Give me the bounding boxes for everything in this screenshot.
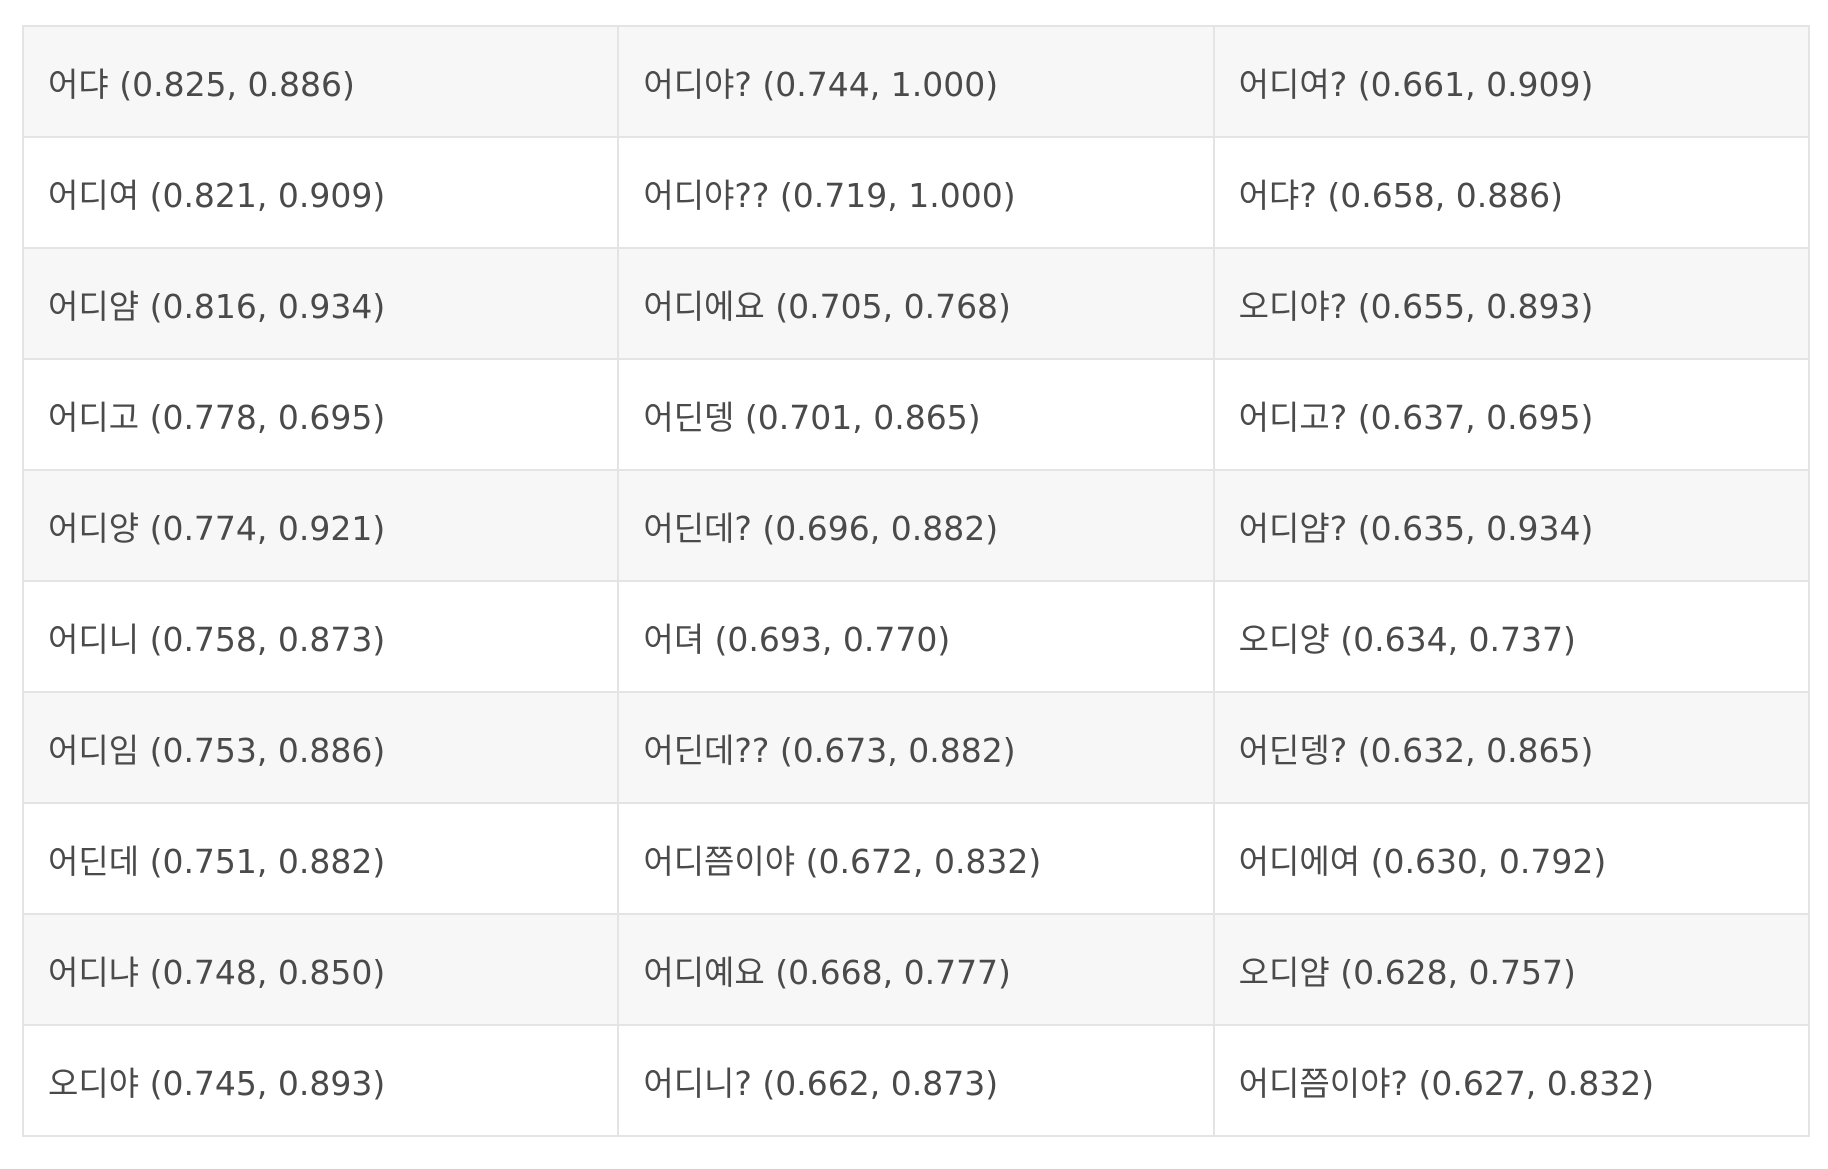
table-cell: 어디얌? (0.635, 0.934)	[1212, 469, 1811, 582]
table-cell: 어디에여 (0.630, 0.792)	[1212, 802, 1811, 915]
results-table-container: 어댜 (0.825, 0.886) 어디야? (0.744, 1.000) 어디…	[21, 25, 1811, 1137]
table-cell: 어디쯤이야 (0.672, 0.832)	[617, 802, 1215, 915]
table-cell: 어댜? (0.658, 0.886)	[1212, 136, 1811, 249]
table-cell: 어디고? (0.637, 0.695)	[1212, 358, 1811, 471]
table-row: 어댜 (0.825, 0.886) 어디야? (0.744, 1.000) 어디…	[21, 25, 1811, 138]
table-cell: 어디야?? (0.719, 1.000)	[617, 136, 1215, 249]
table-cell: 어디에요 (0.705, 0.768)	[617, 247, 1215, 360]
table-cell: 어딘데?? (0.673, 0.882)	[617, 691, 1215, 804]
table-cell: 어디쯤이야? (0.627, 0.832)	[1212, 1024, 1811, 1137]
table-cell: 오디얌 (0.628, 0.757)	[1212, 913, 1811, 1026]
table-cell: 어댜 (0.825, 0.886)	[21, 25, 620, 138]
table-row: 어디여 (0.821, 0.909) 어디야?? (0.719, 1.000) …	[21, 136, 1811, 249]
table-cell: 어뎌 (0.693, 0.770)	[617, 580, 1215, 693]
table-cell: 어딘뎅? (0.632, 0.865)	[1212, 691, 1811, 804]
table-cell: 어디예요 (0.668, 0.777)	[617, 913, 1215, 1026]
table-row: 어디냐 (0.748, 0.850) 어디예요 (0.668, 0.777) 오…	[21, 913, 1811, 1026]
table-cell: 어딘데? (0.696, 0.882)	[617, 469, 1215, 582]
table-cell: 오디야? (0.655, 0.893)	[1212, 247, 1811, 360]
table-cell: 어디임 (0.753, 0.886)	[21, 691, 620, 804]
table-row: 어디양 (0.774, 0.921) 어딘데? (0.696, 0.882) 어…	[21, 469, 1811, 582]
table-cell: 오디야 (0.745, 0.893)	[21, 1024, 620, 1137]
table-cell: 어디여 (0.821, 0.909)	[21, 136, 620, 249]
table-cell: 어디얌 (0.816, 0.934)	[21, 247, 620, 360]
table-cell: 어디니 (0.758, 0.873)	[21, 580, 620, 693]
table-cell: 오디양 (0.634, 0.737)	[1212, 580, 1811, 693]
table-cell: 어디냐 (0.748, 0.850)	[21, 913, 620, 1026]
table-row: 어디임 (0.753, 0.886) 어딘데?? (0.673, 0.882) …	[21, 691, 1811, 804]
table-cell: 어디양 (0.774, 0.921)	[21, 469, 620, 582]
table-cell: 어디고 (0.778, 0.695)	[21, 358, 620, 471]
table-cell: 어딘데 (0.751, 0.882)	[21, 802, 620, 915]
results-table: 어댜 (0.825, 0.886) 어디야? (0.744, 1.000) 어디…	[21, 25, 1811, 1137]
table-cell: 어디야? (0.744, 1.000)	[617, 25, 1215, 138]
table-row: 어딘데 (0.751, 0.882) 어디쯤이야 (0.672, 0.832) …	[21, 802, 1811, 915]
table-row: 어디니 (0.758, 0.873) 어뎌 (0.693, 0.770) 오디양…	[21, 580, 1811, 693]
table-row: 어디고 (0.778, 0.695) 어딘뎅 (0.701, 0.865) 어디…	[21, 358, 1811, 471]
table-row: 오디야 (0.745, 0.893) 어디니? (0.662, 0.873) 어…	[21, 1024, 1811, 1137]
table-cell: 어디여? (0.661, 0.909)	[1212, 25, 1811, 138]
table-row: 어디얌 (0.816, 0.934) 어디에요 (0.705, 0.768) 오…	[21, 247, 1811, 360]
table-cell: 어딘뎅 (0.701, 0.865)	[617, 358, 1215, 471]
table-cell: 어디니? (0.662, 0.873)	[617, 1024, 1215, 1137]
